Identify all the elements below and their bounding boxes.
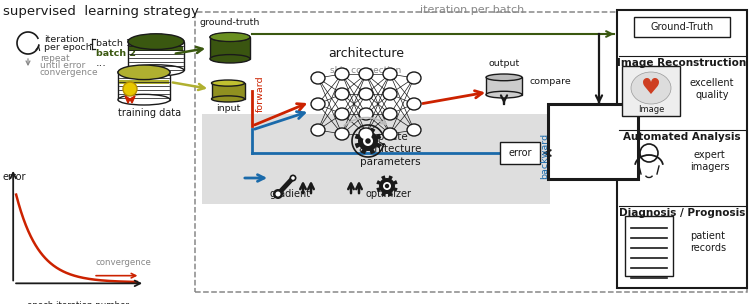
Text: expert
imagers: expert imagers [690,150,730,172]
Ellipse shape [383,68,397,80]
Ellipse shape [359,88,373,100]
Circle shape [291,176,295,180]
Polygon shape [128,42,184,71]
Text: error: error [508,148,532,158]
Ellipse shape [383,128,397,140]
Ellipse shape [359,128,373,140]
Text: architecture: architecture [328,47,404,60]
Text: update
architecture
parameters: update architecture parameters [358,132,421,167]
Text: batch 1: batch 1 [96,39,132,47]
Circle shape [365,138,371,144]
Text: repeat: repeat [40,54,69,63]
Text: Ground-Truth: Ground-Truth [651,22,713,32]
Circle shape [123,82,137,96]
Text: per epoch: per epoch [44,43,92,52]
Ellipse shape [118,65,170,80]
Text: gradient: gradient [269,189,311,199]
Ellipse shape [212,96,244,102]
Ellipse shape [407,72,421,84]
Ellipse shape [128,65,184,76]
Circle shape [385,184,389,188]
Text: optimizer: optimizer [365,189,411,199]
Ellipse shape [128,34,184,50]
Text: iteration: iteration [44,35,84,44]
Text: batch 2: batch 2 [96,49,136,57]
Ellipse shape [631,72,671,104]
Ellipse shape [359,68,373,80]
Ellipse shape [335,68,349,80]
Text: convergence: convergence [40,68,99,77]
Text: skip connection: skip connection [330,66,402,75]
Ellipse shape [335,128,349,140]
FancyBboxPatch shape [500,142,540,164]
Polygon shape [355,128,382,154]
Circle shape [290,174,296,181]
Polygon shape [376,175,397,197]
Text: ground-truth: ground-truth [200,18,260,27]
Ellipse shape [212,80,244,86]
Text: patient
records: patient records [690,231,726,253]
Polygon shape [130,96,135,103]
FancyBboxPatch shape [617,10,747,288]
Ellipse shape [210,33,250,41]
Text: training data: training data [118,108,182,118]
Polygon shape [125,96,130,103]
Text: iteration per batch: iteration per batch [420,5,524,15]
Ellipse shape [118,67,170,78]
Circle shape [383,182,391,190]
Polygon shape [486,77,522,95]
Text: ...: ... [96,58,107,68]
Text: input: input [216,104,241,113]
Text: Diagnosis / Prognosis: Diagnosis / Prognosis [619,208,745,218]
Text: Image: Image [638,105,664,114]
Text: loss
function: loss function [565,123,621,156]
FancyBboxPatch shape [634,17,730,37]
FancyBboxPatch shape [548,104,638,179]
Polygon shape [119,80,169,84]
Ellipse shape [311,72,325,84]
FancyBboxPatch shape [625,216,673,276]
Text: until error: until error [40,61,85,70]
Text: output: output [489,59,520,68]
Ellipse shape [407,98,421,110]
Ellipse shape [359,108,373,120]
Ellipse shape [118,94,170,105]
Ellipse shape [210,33,250,42]
Circle shape [275,192,280,196]
FancyBboxPatch shape [622,66,680,116]
Polygon shape [212,83,244,99]
Text: error: error [2,172,26,182]
Ellipse shape [335,108,349,120]
Circle shape [640,144,658,162]
Circle shape [363,136,373,146]
Ellipse shape [311,124,325,136]
Polygon shape [118,72,170,100]
Ellipse shape [486,74,522,81]
Text: backward: backward [541,133,550,179]
Ellipse shape [128,36,184,47]
Polygon shape [129,46,183,51]
Ellipse shape [383,88,397,100]
Ellipse shape [210,55,250,63]
Ellipse shape [311,98,325,110]
Text: convergence: convergence [96,258,152,267]
Polygon shape [210,37,250,59]
Circle shape [273,189,283,199]
Text: ♥: ♥ [641,78,661,98]
Text: excellent
quality: excellent quality [690,78,734,100]
Text: supervised  learning strategy: supervised learning strategy [3,5,199,18]
Ellipse shape [335,88,349,100]
Text: compare: compare [529,78,571,87]
Ellipse shape [407,124,421,136]
Text: Image Reconstruction: Image Reconstruction [618,58,746,68]
Text: forward: forward [256,76,265,112]
Text: epoch iteration number: epoch iteration number [27,301,129,304]
Ellipse shape [486,91,522,98]
Text: Automated Analysis: Automated Analysis [624,132,741,142]
FancyBboxPatch shape [202,114,550,204]
Ellipse shape [383,108,397,120]
